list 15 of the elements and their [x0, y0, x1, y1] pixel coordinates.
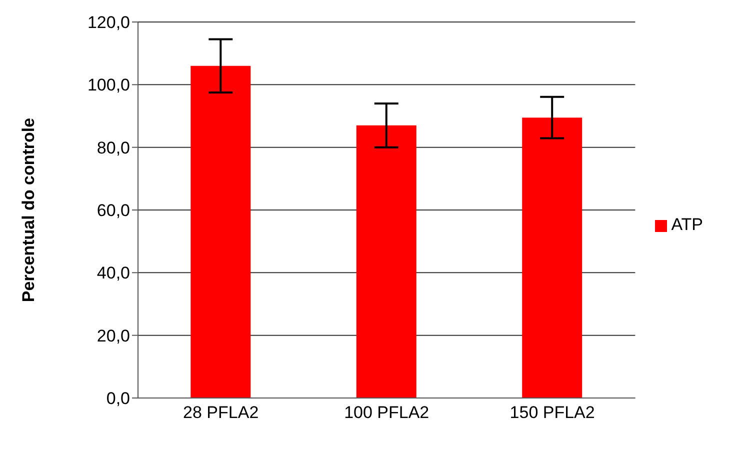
x-tick-label: 150 PFLA2 [510, 403, 595, 422]
bar [356, 125, 416, 398]
y-tick-label: 0,0 [106, 389, 130, 408]
x-tick-label: 28 PFLA2 [183, 403, 259, 422]
y-tick-label: 40,0 [96, 264, 130, 283]
y-tick-label: 60,0 [96, 201, 130, 220]
y-axis-title: Percentual do controle [19, 118, 38, 302]
x-tick-label: 100 PFLA2 [344, 403, 430, 422]
y-tick-label: 80,0 [96, 138, 130, 158]
y-tick-label: 100,0 [87, 76, 130, 95]
bar [522, 118, 582, 398]
y-tick-label: 120,0 [87, 13, 130, 32]
y-tick-label: 20,0 [96, 326, 130, 346]
bar [190, 66, 251, 398]
legend-label: ATP [671, 215, 703, 234]
